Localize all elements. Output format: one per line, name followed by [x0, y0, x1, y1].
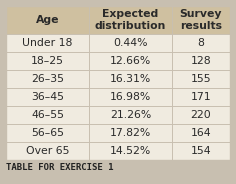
Text: 14.52%: 14.52% — [110, 146, 151, 156]
Text: 154: 154 — [190, 146, 211, 156]
Text: 8: 8 — [198, 38, 204, 48]
Bar — [6, 6, 230, 160]
Text: 220: 220 — [190, 110, 211, 120]
Text: 46–55: 46–55 — [31, 110, 64, 120]
Text: 18–25: 18–25 — [31, 56, 64, 66]
Text: TABLE FOR EXERCISE 1: TABLE FOR EXERCISE 1 — [6, 163, 114, 172]
Text: 26–35: 26–35 — [31, 74, 64, 84]
Text: Age: Age — [36, 15, 59, 25]
Text: 16.98%: 16.98% — [110, 92, 151, 102]
Text: 155: 155 — [190, 74, 211, 84]
Text: Expected
distribution: Expected distribution — [95, 9, 166, 31]
Text: 128: 128 — [190, 56, 211, 66]
Text: 21.26%: 21.26% — [110, 110, 151, 120]
Text: 171: 171 — [190, 92, 211, 102]
Text: 56–65: 56–65 — [31, 128, 64, 138]
Text: 164: 164 — [190, 128, 211, 138]
Text: 17.82%: 17.82% — [110, 128, 151, 138]
Text: 36–45: 36–45 — [31, 92, 64, 102]
Text: 12.66%: 12.66% — [110, 56, 151, 66]
Text: 0.44%: 0.44% — [113, 38, 148, 48]
Text: 16.31%: 16.31% — [110, 74, 151, 84]
Text: Over 65: Over 65 — [26, 146, 69, 156]
Text: Under 18: Under 18 — [22, 38, 73, 48]
Bar — [6, 6, 230, 160]
Bar — [6, 6, 230, 34]
Text: Survey
results: Survey results — [180, 9, 222, 31]
